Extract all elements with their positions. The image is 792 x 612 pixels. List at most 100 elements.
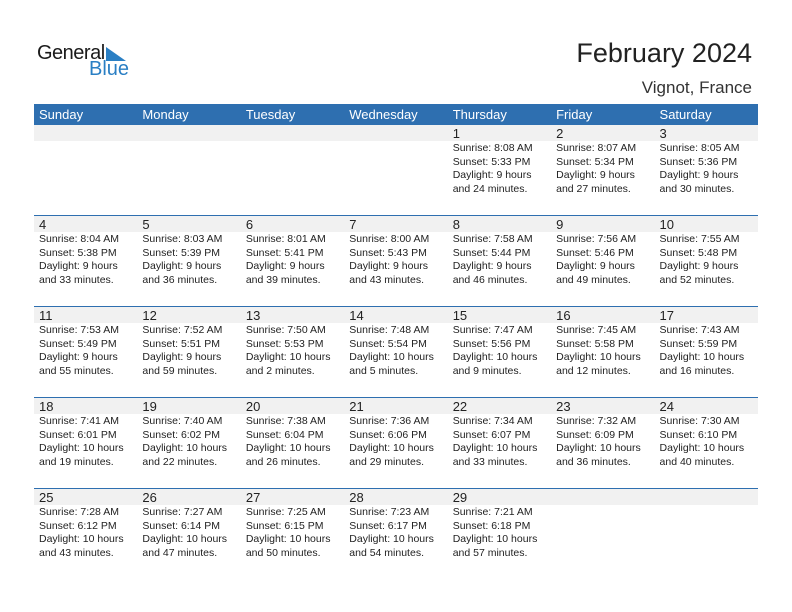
daylight-minutes: and 57 minutes. <box>452 546 528 559</box>
day-number-band <box>34 307 758 323</box>
day-cell: 16 Sunrise: 7:45 AM Sunset: 5:58 PM Dayligh… <box>551 307 654 397</box>
day-number-band <box>34 489 758 505</box>
daylight-minutes: and 47 minutes. <box>142 546 218 559</box>
daylight1: Daylight: 9 hours <box>659 260 739 272</box>
daylight-minutes: and 46 minutes. <box>452 273 528 286</box>
sunrise: Sunrise: 7:52 AM <box>142 324 223 336</box>
day-info: Sunrise: 7:50 AM Sunset: 5:53 PM Daylight:… <box>246 324 344 378</box>
empty-cell <box>137 125 240 215</box>
daylight1: Daylight: 9 hours <box>245 260 325 272</box>
sunset: Sunset: 5:48 PM <box>659 246 738 259</box>
day-number: 19 <box>142 399 157 414</box>
day-info: Sunrise: 7:41 AM Sunset: 6:01 PM Daylight:… <box>39 415 137 469</box>
day-number: 24 <box>659 399 674 414</box>
day-number: 23 <box>556 399 571 414</box>
day-cell: 17 Sunrise: 7:43 AM Sunset: 5:59 PM Dayligh… <box>655 307 758 397</box>
day-cell: 20 Sunrise: 7:38 AM Sunset: 6:04 PM Dayligh… <box>241 398 344 488</box>
daylight-minutes: and 36 minutes. <box>142 273 218 286</box>
day-number: 29 <box>452 490 468 505</box>
daylight1: Daylight: 10 hours <box>556 351 641 363</box>
logo: General Blue <box>37 42 129 80</box>
day-cell: 14 Sunrise: 7:48 AM Sunset: 5:54 PM Dayligh… <box>344 307 447 397</box>
week-row: 1 Sunrise: 8:08 AM Sunset: 5:33 PM Daylight… <box>34 125 758 215</box>
day-info: Sunrise: 7:32 AM Sunset: 6:09 PM Daylight:… <box>556 415 654 469</box>
day-info: Sunrise: 7:55 AM Sunset: 5:48 PM Daylight:… <box>660 233 758 287</box>
daylight1: Daylight: 9 hours <box>349 260 429 272</box>
daylight1: Daylight: 9 hours <box>142 260 222 272</box>
day-number: 14 <box>349 308 364 323</box>
calendar-grid: Sunday Monday Tuesday Wednesday Thursday Frid… <box>34 104 758 579</box>
sunset: Sunset: 6:01 PM <box>39 428 117 441</box>
sunset: Sunset: 5:43 PM <box>349 246 427 259</box>
daylight1: Daylight: 10 hours <box>452 442 538 454</box>
daylight1: Daylight: 10 hours <box>245 533 331 545</box>
sunset: Sunset: 6:06 PM <box>349 428 427 441</box>
day-cell: 9 Sunrise: 7:56 AM Sunset: 5:46 PM Daylight… <box>551 216 654 306</box>
day-cell: 21 Sunrise: 7:36 AM Sunset: 6:06 PM Dayligh… <box>344 398 447 488</box>
day-info: Sunrise: 7:23 AM Sunset: 6:17 PM Daylight:… <box>349 506 447 560</box>
day-info: Sunrise: 7:47 AM Sunset: 5:56 PM Daylight:… <box>453 324 551 378</box>
daylight-minutes: and 26 minutes. <box>245 455 321 468</box>
day-info: Sunrise: 7:36 AM Sunset: 6:06 PM Daylight:… <box>349 415 447 469</box>
day-number: 17 <box>659 308 674 323</box>
daylight1: Daylight: 10 hours <box>659 442 745 454</box>
daylight1: Daylight: 10 hours <box>39 442 124 454</box>
sunrise: Sunrise: 7:56 AM <box>556 233 637 245</box>
sunrise: Sunrise: 8:01 AM <box>245 233 326 245</box>
day-info: Sunrise: 7:38 AM Sunset: 6:04 PM Daylight:… <box>246 415 344 469</box>
weekday-saturday: Saturday <box>659 107 712 122</box>
day-cell: 29 Sunrise: 7:21 AM Sunset: 6:18 PM Dayligh… <box>448 489 551 579</box>
day-info: Sunrise: 7:56 AM Sunset: 5:46 PM Daylight:… <box>556 233 654 287</box>
sunset: Sunset: 5:49 PM <box>39 337 117 350</box>
daylight-minutes: and 5 minutes. <box>349 364 419 377</box>
daylight1: Daylight: 10 hours <box>142 533 228 545</box>
day-info: Sunrise: 8:03 AM Sunset: 5:39 PM Daylight:… <box>142 233 240 287</box>
sunrise: Sunrise: 7:58 AM <box>452 233 533 245</box>
daylight-minutes: and 49 minutes. <box>556 273 631 286</box>
day-number-band <box>34 125 758 141</box>
empty-cell <box>655 489 758 579</box>
day-number: 5 <box>142 217 150 232</box>
daylight-minutes: and 55 minutes. <box>39 364 114 377</box>
empty-cell <box>551 489 654 579</box>
daylight1: Daylight: 10 hours <box>349 351 434 363</box>
day-cell: 6 Sunrise: 8:01 AM Sunset: 5:41 PM Daylight… <box>241 216 344 306</box>
daylight-minutes: and 29 minutes. <box>349 455 424 468</box>
day-info: Sunrise: 7:58 AM Sunset: 5:44 PM Daylight:… <box>453 233 551 287</box>
day-cell: 26 Sunrise: 7:27 AM Sunset: 6:14 PM Dayligh… <box>137 489 240 579</box>
day-cell: 23 Sunrise: 7:32 AM Sunset: 6:09 PM Dayligh… <box>551 398 654 488</box>
day-info: Sunrise: 7:43 AM Sunset: 5:59 PM Daylight:… <box>660 324 758 378</box>
weekday-wednesday: Wednesday <box>349 107 418 122</box>
daylight1: Daylight: 10 hours <box>556 442 641 454</box>
daylight1: Daylight: 9 hours <box>556 169 635 181</box>
sunset: Sunset: 5:38 PM <box>39 246 117 259</box>
weekday-header: Sunday Monday Tuesday Wednesday Thursday Frid… <box>34 104 758 125</box>
daylight-minutes: and 24 minutes. <box>452 182 528 195</box>
sunrise: Sunrise: 8:07 AM <box>556 142 637 154</box>
sunrise: Sunrise: 7:21 AM <box>452 506 533 518</box>
daylight-minutes: and 9 minutes. <box>452 364 522 377</box>
daylight-minutes: and 27 minutes. <box>556 182 631 195</box>
day-number: 13 <box>245 308 261 323</box>
day-number: 4 <box>39 217 47 232</box>
sunrise: Sunrise: 7:55 AM <box>659 233 740 245</box>
week-row: 4 Sunrise: 8:04 AM Sunset: 5:38 PM Daylight… <box>34 215 758 306</box>
day-cell: 12 Sunrise: 7:52 AM Sunset: 5:51 PM Dayligh… <box>137 307 240 397</box>
day-number: 10 <box>659 217 674 232</box>
day-number: 28 <box>349 490 364 505</box>
daylight1: Daylight: 10 hours <box>452 351 538 363</box>
sunrise: Sunrise: 7:41 AM <box>39 415 119 427</box>
sunset: Sunset: 5:56 PM <box>452 337 531 350</box>
sunrise: Sunrise: 7:53 AM <box>39 324 119 336</box>
sunrise: Sunrise: 7:23 AM <box>349 506 430 518</box>
weekday-friday: Friday <box>556 107 593 122</box>
day-number: 18 <box>39 399 54 414</box>
day-info: Sunrise: 7:21 AM Sunset: 6:18 PM Daylight:… <box>453 506 551 560</box>
sunset: Sunset: 5:59 PM <box>659 337 738 350</box>
daylight1: Daylight: 10 hours <box>452 533 538 545</box>
daylight1: Daylight: 9 hours <box>142 351 222 363</box>
day-info: Sunrise: 7:30 AM Sunset: 6:10 PM Daylight:… <box>660 415 758 469</box>
day-number: 21 <box>349 399 364 414</box>
sunset: Sunset: 5:51 PM <box>142 337 221 350</box>
day-cell: 2 Sunrise: 8:07 AM Sunset: 5:34 PM Daylight… <box>551 125 654 215</box>
